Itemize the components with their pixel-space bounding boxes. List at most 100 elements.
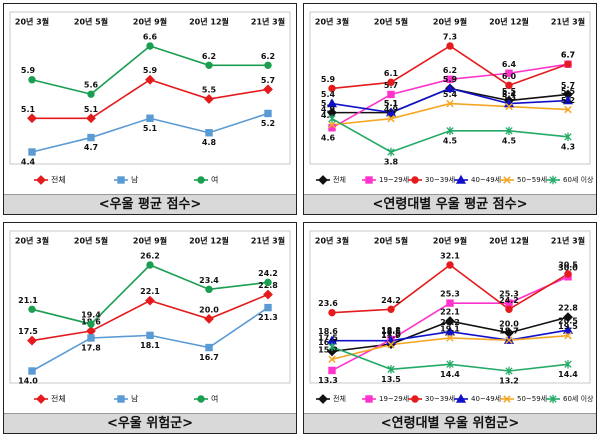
legend-marker <box>549 175 557 185</box>
marker <box>204 313 214 324</box>
marker <box>564 60 572 68</box>
marker <box>27 113 37 124</box>
value-label: 20.5 <box>558 317 578 326</box>
marker <box>387 147 395 157</box>
chart-title: <연령대별 우울 평균 점수> <box>304 194 596 214</box>
marker <box>446 42 454 50</box>
marker <box>446 99 454 108</box>
value-label: 5.4 <box>321 90 336 99</box>
plot-frame <box>9 11 291 165</box>
marker <box>28 367 36 375</box>
value-label: 15.3 <box>318 346 338 355</box>
value-label: 26.2 <box>140 252 160 261</box>
value-label: 30.0 <box>558 263 578 272</box>
value-label: 16.7 <box>318 338 338 347</box>
marker <box>146 261 154 269</box>
value-label: 13.5 <box>381 375 401 384</box>
legend-marker <box>455 393 467 403</box>
marker <box>505 69 513 77</box>
value-label: 5.1 <box>384 99 399 108</box>
value-label: 5.6 <box>84 81 99 90</box>
legend-marker <box>411 176 419 184</box>
value-label: 14.4 <box>440 370 460 379</box>
marker <box>205 61 213 69</box>
value-label: 6.7 <box>561 51 575 60</box>
marker <box>445 316 455 326</box>
value-label: 5.1 <box>143 124 158 133</box>
marker <box>444 83 456 93</box>
category-label: 20년 5월 <box>74 236 108 246</box>
legend-marker <box>503 395 511 403</box>
value-label: 4.7 <box>84 143 98 152</box>
marker <box>387 340 395 349</box>
legend-marker <box>318 394 328 404</box>
marker <box>505 305 513 314</box>
series-line <box>331 102 569 126</box>
category-label: 20년 9월 <box>133 236 167 246</box>
value-label: 6.4 <box>502 60 517 69</box>
category-label: 21년 3월 <box>251 17 285 27</box>
value-label: 5.1 <box>84 105 99 114</box>
category-label: 20년 3월 <box>15 17 49 27</box>
legend-marker <box>197 395 205 403</box>
legend-label: 19~29세 <box>379 175 409 184</box>
marker <box>446 360 454 369</box>
legend-label: 여 <box>211 175 218 185</box>
category-label: 20년 9월 <box>433 236 467 246</box>
marker <box>564 270 572 278</box>
legend-label: 전체 <box>333 394 346 403</box>
marker <box>86 326 96 336</box>
marker <box>505 366 513 376</box>
marker <box>328 366 336 375</box>
chart-title: <우울 위험군> <box>4 413 296 433</box>
value-label: 6.2 <box>261 52 275 61</box>
marker <box>87 334 95 342</box>
marker <box>205 285 213 294</box>
value-label: 4.5 <box>443 136 458 145</box>
value-label: 4.9 <box>384 105 399 114</box>
legend-label: 남 <box>131 176 139 185</box>
value-label: 16.7 <box>199 353 219 362</box>
value-label: 5.9 <box>21 66 36 75</box>
value-label: 25.3 <box>440 290 460 299</box>
value-label: 4.9 <box>321 105 336 114</box>
category-label: 20년 5월 <box>374 17 408 27</box>
marker <box>446 126 454 135</box>
marker <box>387 78 395 87</box>
value-label: 13.2 <box>499 377 519 386</box>
category-label: 21년 3월 <box>251 236 285 246</box>
legend-label: 60세 이상 <box>563 394 594 403</box>
marker <box>87 320 95 328</box>
value-label: 6.0 <box>502 72 517 81</box>
value-label: 30.5 <box>558 260 578 269</box>
value-label: 6.7 <box>561 51 575 60</box>
value-label: 14.4 <box>558 370 578 379</box>
plot-frame <box>309 11 591 165</box>
legend-label: 40~49세 <box>471 175 501 184</box>
value-label: 14.0 <box>18 377 38 386</box>
marker <box>387 114 395 123</box>
marker <box>328 121 336 129</box>
marker <box>264 61 272 69</box>
value-label: 25.3 <box>499 290 519 299</box>
legend-marker <box>365 176 373 184</box>
legend-label: 50~59세 <box>517 394 547 403</box>
value-label: 5.4 <box>502 90 517 99</box>
value-label: 13.3 <box>318 376 338 385</box>
value-label: 17.5 <box>318 333 338 342</box>
value-label: 18.1 <box>140 341 160 350</box>
chart: 20년 3월 20년 5월 20년 9월 20년 12월 21년 3월 5.1 5.1 5.9… <box>9 11 291 185</box>
category-label: 20년 3월 <box>15 236 49 246</box>
marker <box>446 334 454 342</box>
legend-marker <box>549 394 557 404</box>
marker <box>28 148 36 156</box>
value-label: 19.4 <box>81 311 101 320</box>
category-label: 20년 5월 <box>374 236 408 246</box>
legend-label: 50~59세 <box>517 175 547 184</box>
plot-frame <box>309 230 591 384</box>
marker <box>505 81 513 90</box>
value-label: 23.6 <box>318 299 338 308</box>
